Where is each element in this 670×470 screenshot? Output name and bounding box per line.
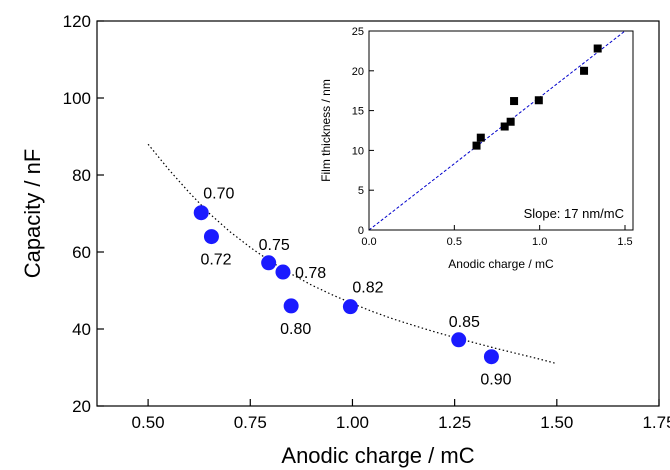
data-point-label: 0.82 xyxy=(352,280,383,297)
data-point xyxy=(283,298,299,314)
inset-y-tick-label: 15 xyxy=(352,106,364,118)
inset-data-point xyxy=(506,117,515,126)
inset-x-tick-label: 1.5 xyxy=(617,236,632,248)
main-chart: 0.500.751.001.251.501.75 20406080100120 … xyxy=(20,12,670,468)
main-x-tick-label: 1.50 xyxy=(540,413,573,432)
main-x-tick-label: 1.25 xyxy=(438,413,471,432)
data-point-label: 0.80 xyxy=(280,321,311,338)
main-y-tick-label: 40 xyxy=(72,320,91,339)
main-x-axis-title: Anodic charge / mC xyxy=(281,443,474,468)
main-x-tick-label: 1.00 xyxy=(336,413,369,432)
inset-y-tick-label: 20 xyxy=(352,66,364,78)
inset-data-point xyxy=(472,141,481,150)
main-x-tick-label: 0.50 xyxy=(132,413,165,432)
inset-data-point xyxy=(500,122,509,131)
inset-x-axis: 0.0 0.5 1.0 1.5 xyxy=(361,225,633,248)
data-point-label: 0.90 xyxy=(480,372,511,389)
inset-x-tick-label: 0.5 xyxy=(447,236,462,248)
data-point-label: 0.78 xyxy=(295,265,326,282)
data-point xyxy=(261,255,277,271)
inset-y-tick-label: 10 xyxy=(352,145,364,157)
inset-data-point xyxy=(510,97,519,106)
main-y-axis-title: Capacity / nF xyxy=(20,149,45,279)
main-plot-frame xyxy=(96,20,660,407)
main-point-labels: 0.70 0.72 0.75 0.78 0.80 0.82 0.85 0.90 xyxy=(200,186,511,389)
inset-y-axis-title: Film thickness / nm xyxy=(319,79,333,182)
main-x-tick-label: 0.75 xyxy=(234,413,267,432)
data-point xyxy=(451,332,467,348)
inset-x-tick-label: 0.0 xyxy=(361,236,376,248)
data-point xyxy=(483,349,499,365)
inset-data-point xyxy=(580,66,589,75)
data-point-label: 0.85 xyxy=(449,314,480,331)
data-point xyxy=(342,299,358,315)
main-x-axis: 0.50 0.75 1.00 1.25 1.50 1.75 xyxy=(132,399,670,432)
data-point-label: 0.70 xyxy=(203,186,234,203)
main-y-tick-label: 120 xyxy=(63,12,91,31)
main-data-points xyxy=(193,205,499,365)
inset-data-point xyxy=(593,44,602,53)
inset-y-tick-label: 5 xyxy=(358,185,364,197)
inset-data-point xyxy=(534,96,543,105)
inset-x-tick-label: 1.0 xyxy=(532,236,547,248)
inset-y-tick-label: 0 xyxy=(358,225,364,237)
main-y-tick-label: 60 xyxy=(72,243,91,262)
inset-y-axis: 0 5 10 15 20 25 xyxy=(352,26,374,237)
inset-fit-line-group xyxy=(368,30,626,231)
main-y-tick-label: 100 xyxy=(63,89,91,108)
data-point xyxy=(193,205,209,221)
data-point xyxy=(203,229,219,245)
inset-plot-frame xyxy=(368,30,634,231)
main-x-tick-label: 1.75 xyxy=(642,413,670,432)
inset-x-axis-title: Anodic charge / mC xyxy=(448,257,554,271)
inset-data-points xyxy=(472,44,602,150)
data-point xyxy=(275,264,291,280)
inset-data-point xyxy=(476,133,485,142)
inset-slope-annotation: Slope: 17 nm/mC xyxy=(524,206,624,221)
inset-y-tick-label: 25 xyxy=(352,26,364,38)
main-y-axis: 20 40 60 80 100 120 xyxy=(63,12,104,416)
data-point-label: 0.72 xyxy=(200,252,231,269)
main-y-tick-label: 80 xyxy=(72,166,91,185)
inset-fit-line xyxy=(368,30,626,231)
main-y-tick-label: 20 xyxy=(72,397,91,416)
data-point-label: 0.75 xyxy=(259,237,290,254)
